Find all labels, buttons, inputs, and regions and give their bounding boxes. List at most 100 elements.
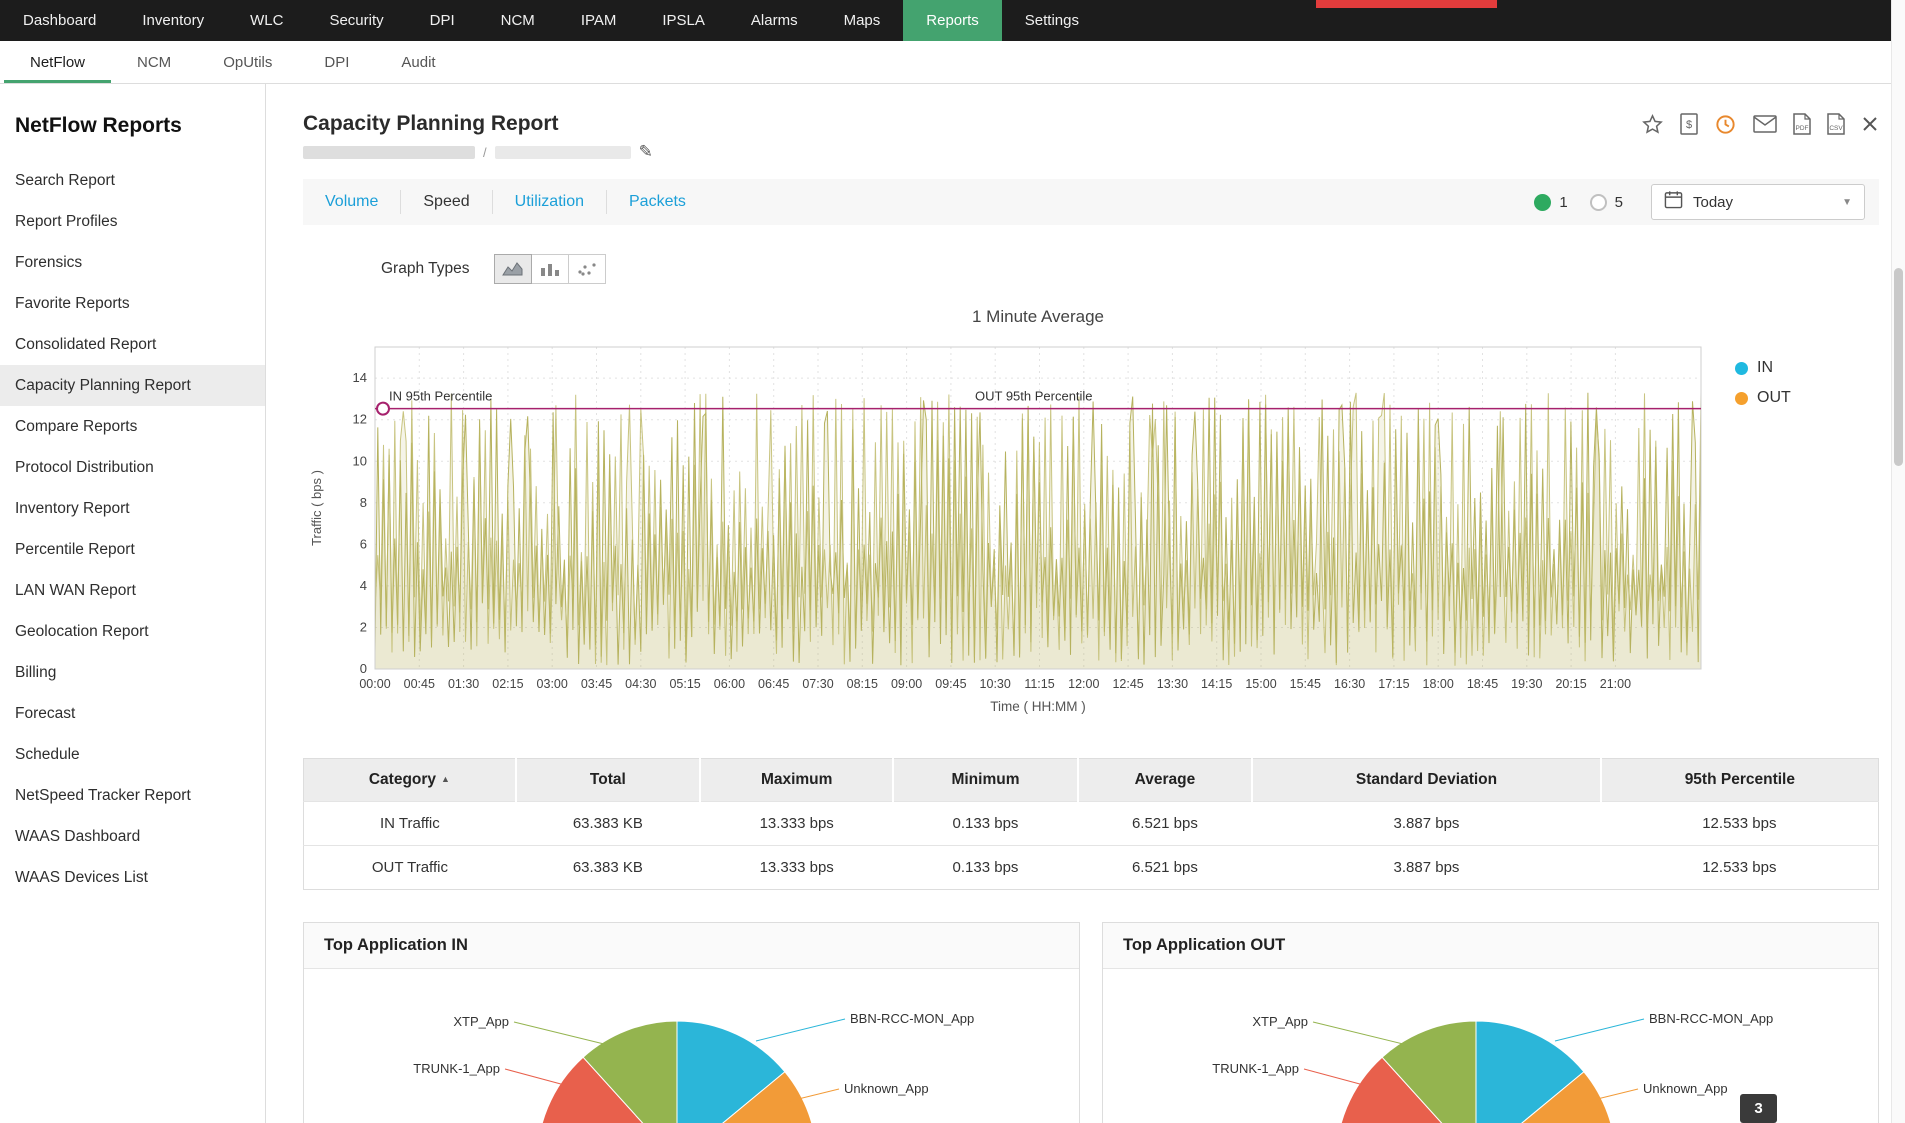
sort-asc-icon[interactable]: ▲ xyxy=(441,774,450,784)
tab-volume[interactable]: Volume xyxy=(325,193,379,210)
sidebar-item-inventory-report[interactable]: Inventory Report xyxy=(15,500,130,517)
top-nav-dpi[interactable]: DPI xyxy=(429,12,455,29)
scrollbar-thumb[interactable] xyxy=(1894,268,1903,466)
svg-text:14:15: 14:15 xyxy=(1201,677,1232,691)
svg-text:XTP_App: XTP_App xyxy=(453,1014,509,1029)
sidebar-list: Search Report Report Profiles Forensics Fav… xyxy=(0,160,265,898)
svg-text:0: 0 xyxy=(360,661,367,676)
svg-text:05:15: 05:15 xyxy=(669,677,700,691)
sidebar-item-waas-dashboard[interactable]: WAAS Dashboard xyxy=(15,828,141,845)
page-title: Capacity Planning Report xyxy=(303,112,559,135)
svg-text:PDF: PDF xyxy=(1796,125,1809,132)
scatter-chart-icon[interactable] xyxy=(568,254,607,284)
edit-pencil-icon[interactable]: ✎ xyxy=(638,142,653,161)
legend-item-out: OUT xyxy=(1735,389,1791,407)
report-tabs: Volume Speed Utilization Packets xyxy=(303,179,708,225)
table-cell: 12.533 bps xyxy=(1600,845,1879,890)
svg-text:4: 4 xyxy=(360,578,367,593)
top-nav-ipsla[interactable]: IPSLA xyxy=(662,12,705,29)
traffic-chart: 00:00 00:45 01:30 02:15 03:00 03:45 04:30 05:15… xyxy=(309,346,1702,714)
graph-types-label: Graph Types xyxy=(381,260,470,277)
traffic-chart-section: 1 Minute Average 00:00 00:45 01:30 02:15 03:… xyxy=(303,307,1879,722)
history-clock-icon[interactable] xyxy=(1714,113,1737,136)
sidebar-item-search-report[interactable]: Search Report xyxy=(15,172,115,189)
svg-text:12: 12 xyxy=(353,412,367,427)
svg-text:08:15: 08:15 xyxy=(847,677,878,691)
table-cell: 13.333 bps xyxy=(699,845,894,890)
sidebar-item-netspeed-tracker-report[interactable]: NetSpeed Tracker Report xyxy=(15,787,191,804)
sidebar-item-percentile-report[interactable]: Percentile Report xyxy=(15,541,135,558)
svg-text:12:45: 12:45 xyxy=(1112,677,1143,691)
sub-nav-audit[interactable]: Audit xyxy=(401,53,436,71)
svg-text:07:30: 07:30 xyxy=(802,677,833,691)
sidebar-item-schedule[interactable]: Schedule xyxy=(15,746,80,763)
export-csv-icon[interactable]: CSV xyxy=(1827,113,1845,135)
area-chart-icon[interactable] xyxy=(494,254,533,284)
pie-chart: XTP_App TRUNK-1_App BBN-RCC-MON_App Unknown… xyxy=(413,1011,974,1123)
page-badge[interactable]: 3 xyxy=(1740,1094,1777,1123)
sidebar-item-compare-reports[interactable]: Compare Reports xyxy=(15,418,138,435)
export-pdf-icon[interactable]: PDF xyxy=(1793,113,1811,135)
panel-body-top-application-in: XTP_App TRUNK-1_App BBN-RCC-MON_App Unknown… xyxy=(304,969,1079,1123)
svg-text:14: 14 xyxy=(353,370,367,385)
svg-text:XTP_App: XTP_App xyxy=(1252,1014,1308,1029)
top-nav-ipam[interactable]: IPAM xyxy=(580,12,617,29)
top-nav-maps[interactable]: Maps xyxy=(843,12,881,29)
top-nav-wlc[interactable]: WLC xyxy=(250,12,284,29)
sidebar-item-lan-wan-report[interactable]: LAN WAN Report xyxy=(15,582,136,599)
top-nav-security[interactable]: Security xyxy=(329,12,384,29)
sidebar-item-report-profiles[interactable]: Report Profiles xyxy=(15,213,118,230)
svg-text:02:15: 02:15 xyxy=(492,677,523,691)
sidebar-item-forensics[interactable]: Forensics xyxy=(15,254,83,271)
svg-text:12:00: 12:00 xyxy=(1068,677,1099,691)
sidebar-item-favorite-reports[interactable]: Favorite Reports xyxy=(15,295,130,312)
svg-text:04:30: 04:30 xyxy=(625,677,656,691)
legend-label-out: OUT xyxy=(1757,389,1791,406)
svg-text:00:00: 00:00 xyxy=(359,677,390,691)
top-nav-reports[interactable]: Reports xyxy=(903,0,1002,41)
tab-utilization[interactable]: Utilization xyxy=(491,190,606,214)
sidebar-item-capacity-planning-report[interactable]: Capacity Planning Report xyxy=(0,365,265,406)
sub-nav-ncm[interactable]: NCM xyxy=(137,53,172,71)
chart-title: 1 Minute Average xyxy=(972,307,1104,326)
summary-table-head: Category ▲ Total Maximum Minimum Average Stand… xyxy=(303,758,1879,802)
sidebar-item-forecast[interactable]: Forecast xyxy=(15,705,76,722)
legend-item-in: IN xyxy=(1735,359,1791,377)
tab-packets[interactable]: Packets xyxy=(606,190,708,214)
scrollbar[interactable] xyxy=(1891,0,1905,1123)
email-icon[interactable] xyxy=(1753,115,1777,133)
tab-speed[interactable]: Speed xyxy=(400,190,491,214)
summary-header-row: Category ▲ Total Maximum Minimum Average Stand… xyxy=(303,758,1879,802)
panel-top-application-out: Top Application OUT XTP_App TRUNK-1_App BBN… xyxy=(1102,922,1879,1123)
svg-text:06:45: 06:45 xyxy=(758,677,789,691)
top-nav-settings[interactable]: Settings xyxy=(1024,12,1079,29)
date-range-picker[interactable]: Today ▼ xyxy=(1651,184,1865,220)
top-nav-dashboard[interactable]: Dashboard xyxy=(23,12,97,29)
radio-5[interactable] xyxy=(1589,193,1607,211)
column-header-category[interactable]: Category ▲ xyxy=(303,758,517,802)
top-nav-alarms[interactable]: Alarms xyxy=(750,12,798,29)
sub-nav-dpi[interactable]: DPI xyxy=(324,53,350,71)
sub-nav-oputils[interactable]: OpUtils xyxy=(223,53,273,71)
interval-option-1[interactable]: 1 xyxy=(1534,193,1568,211)
svg-text:8: 8 xyxy=(360,495,367,510)
sidebar-item-geolocation-report[interactable]: Geolocation Report xyxy=(15,623,149,640)
radio-1-selected[interactable] xyxy=(1534,193,1552,211)
top-nav-inventory[interactable]: Inventory xyxy=(142,12,205,29)
svg-text:IN 95th Percentile: IN 95th Percentile xyxy=(389,389,492,404)
sidebar-item-protocol-distribution[interactable]: Protocol Distribution xyxy=(15,459,154,476)
billing-doc-icon[interactable]: $ xyxy=(1680,113,1698,135)
top-nav-ncm[interactable]: NCM xyxy=(500,12,535,29)
legend-label-in: IN xyxy=(1757,359,1773,376)
close-icon[interactable] xyxy=(1861,115,1879,133)
sidebar-item-consolidated-report[interactable]: Consolidated Report xyxy=(15,336,157,353)
favorite-star-icon[interactable] xyxy=(1641,113,1664,136)
interval-option-5[interactable]: 5 xyxy=(1589,193,1623,211)
top-application-panels: Top Application IN XTP_App TRUNK-1_App BBN-… xyxy=(303,922,1879,1123)
sidebar-item-billing[interactable]: Billing xyxy=(15,664,57,681)
bar-chart-icon[interactable] xyxy=(531,254,570,284)
svg-text:17:15: 17:15 xyxy=(1378,677,1409,691)
sub-nav-netflow[interactable]: NetFlow xyxy=(4,41,111,83)
table-row: OUT Traffic 63.383 KB 13.333 bps 0.133 bps 6… xyxy=(303,845,1879,890)
sidebar-item-waas-devices-list[interactable]: WAAS Devices List xyxy=(15,869,148,886)
